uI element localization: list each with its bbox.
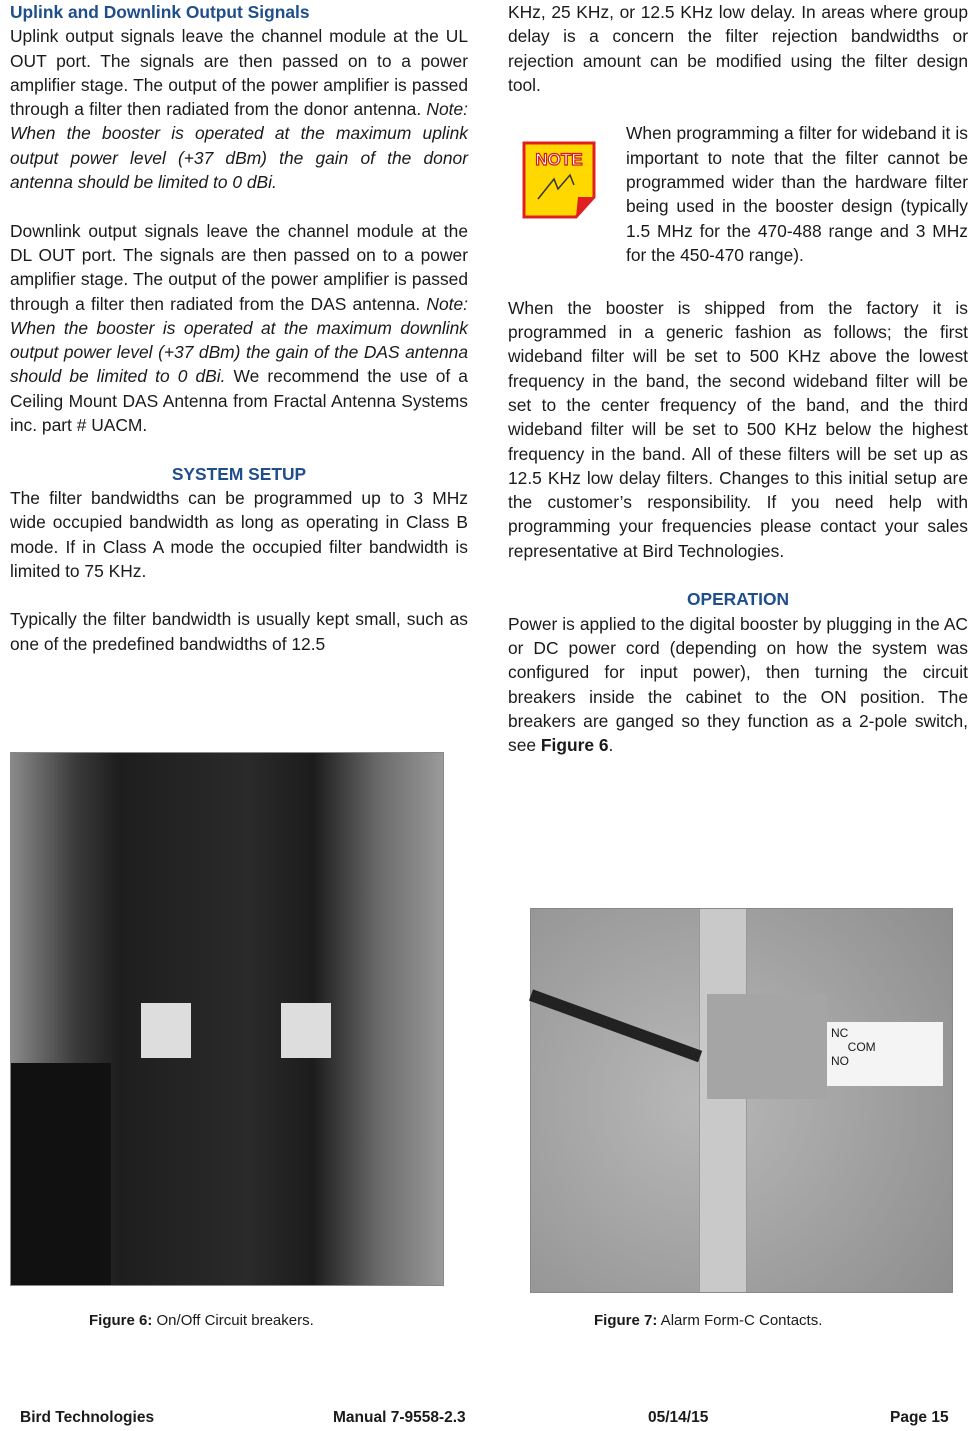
breaker-switch — [281, 1003, 331, 1058]
paragraph: Power is applied to the digital booster … — [508, 612, 968, 758]
paragraph: Downlink output signals leave the channe… — [10, 219, 468, 438]
figure-label: Figure 7: — [594, 1312, 658, 1329]
note-icon: NOTE — [522, 141, 596, 219]
figure-caption: Figure 7: Alarm Form-C Contacts. — [594, 1312, 822, 1329]
paragraph: The filter bandwidths can be programmed … — [10, 487, 468, 581]
footer-company: Bird Technologies — [20, 1409, 155, 1426]
footer-date: 05/14/15 — [648, 1409, 709, 1426]
paragraph: Typically the filter bandwidth is usuall… — [10, 609, 468, 654]
note-block: NOTE When programming a filter for wideb… — [508, 121, 968, 271]
text: Power is applied to the digital booster … — [508, 613, 968, 756]
photo-alarm-contacts: NC COM NO — [528, 908, 953, 1293]
figure-ref: Figure 6 — [540, 735, 609, 756]
section-heading: OPERATION — [686, 589, 790, 610]
note-text: Note: When the booster is operated at th… — [10, 293, 468, 387]
text: . — [608, 735, 614, 756]
figure-caption: Figure 6: On/Off Circuit breakers. — [89, 1312, 314, 1329]
paragraph: Uplink output signals leave the channel … — [10, 24, 468, 194]
caption-text: On/Off Circuit breakers. — [152, 1312, 314, 1329]
device-box — [11, 1063, 111, 1285]
text: Uplink output signals leave the channel … — [10, 26, 468, 120]
text: We recommend the use of a Ceiling Mount … — [10, 366, 468, 436]
footer-manual: Manual 7-9558-2.3 — [333, 1409, 466, 1426]
paragraph: When the booster is shipped from the fac… — [508, 297, 968, 561]
footer-page: Page 15 — [890, 1409, 949, 1426]
photo-circuit-breakers — [10, 752, 444, 1286]
terminal-block — [707, 994, 827, 1099]
cable — [528, 989, 703, 1063]
text: Downlink output signals leave the channe… — [10, 220, 468, 314]
right-column: KHz, 25 KHz, or 12.5 KHz low delay. In a… — [508, 0, 968, 782]
section-heading: SYSTEM SETUP — [171, 463, 307, 484]
heading: Uplink and Downlink Output Signals — [10, 2, 310, 22]
left-column: Uplink and Downlink Output Signals Uplin… — [10, 0, 468, 680]
din-rail — [699, 909, 747, 1292]
paragraph: KHz, 25 KHz, or 12.5 KHz low delay. In a… — [508, 2, 968, 95]
breaker-switch — [141, 1003, 191, 1058]
note-text: When programming a filter for wideband i… — [626, 123, 968, 265]
note-text: Note: When the booster is operated at th… — [10, 99, 468, 193]
note-label: NOTE — [535, 150, 582, 169]
label-sticker: NC COM NO — [827, 1022, 943, 1086]
note-icon-wrap: NOTE — [508, 121, 626, 271]
caption-text: Alarm Form-C Contacts. — [657, 1312, 823, 1329]
figure-label: Figure 6: — [89, 1312, 153, 1329]
